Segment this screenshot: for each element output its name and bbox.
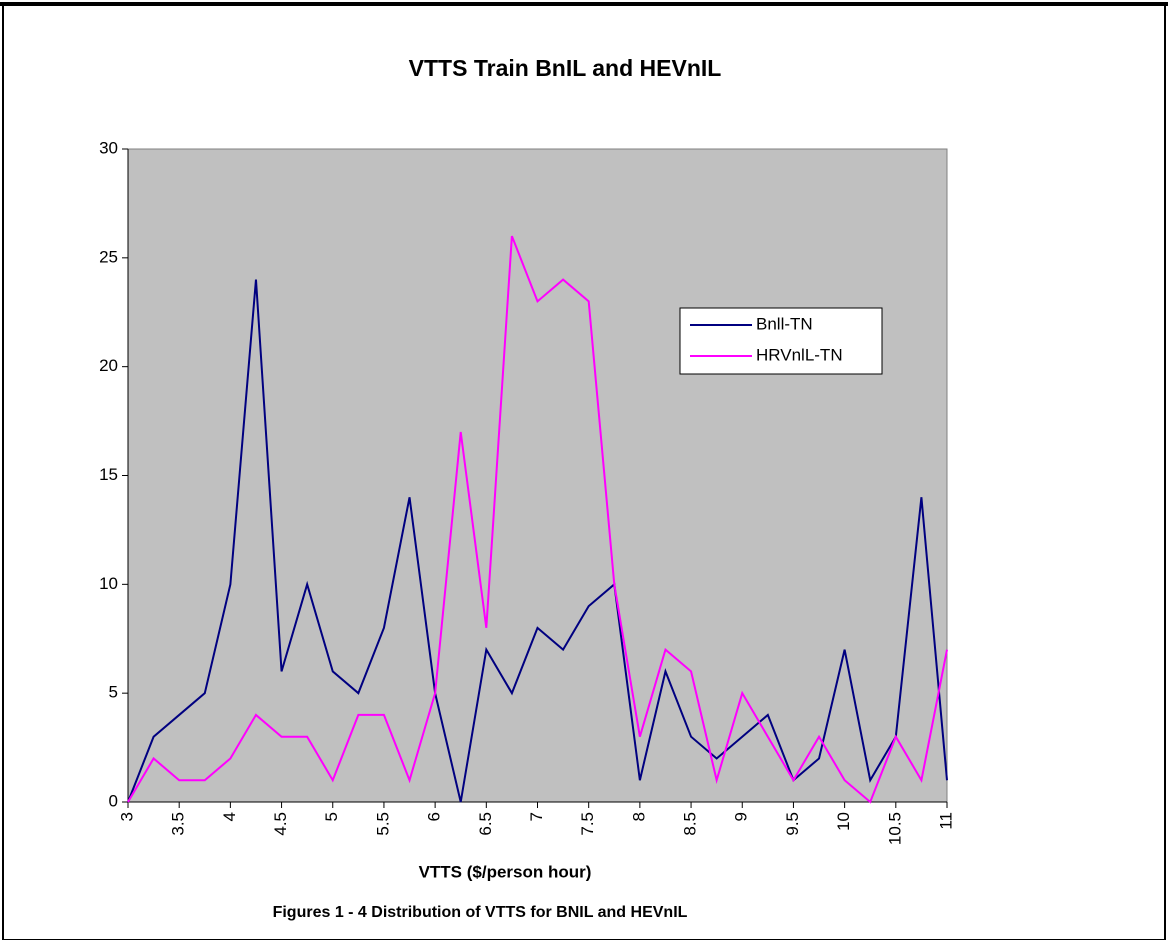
x-tick-label: 4 bbox=[220, 812, 239, 821]
x-tick-label: 11 bbox=[936, 812, 955, 830]
x-tick-label: 5.5 bbox=[373, 812, 392, 836]
y-tick-label: 15 bbox=[99, 465, 118, 484]
x-tick-label: 10 bbox=[834, 812, 853, 831]
series-line bbox=[127, 235, 948, 804]
plot-area bbox=[127, 148, 948, 803]
series-line bbox=[127, 279, 948, 803]
legend-label: HRVnlL-TN bbox=[756, 345, 843, 364]
x-tick-label: 8 bbox=[629, 812, 648, 821]
x-tick-label: 8.5 bbox=[681, 812, 700, 836]
x-tick-label: 5 bbox=[322, 812, 341, 821]
x-tick-label: 3 bbox=[117, 812, 136, 821]
x-tick-label: 6.5 bbox=[476, 812, 495, 836]
x-tick-label: 3.5 bbox=[169, 812, 188, 836]
y-tick-label: 20 bbox=[99, 356, 118, 375]
x-tick-label: 7 bbox=[527, 812, 546, 821]
x-axis-title: VTTS ($/person hour) bbox=[419, 862, 592, 881]
x-tick-label: 10.5 bbox=[885, 812, 904, 845]
x-tick-label: 7.5 bbox=[578, 812, 597, 836]
legend-box bbox=[679, 307, 883, 375]
y-tick-label: 30 bbox=[99, 138, 118, 157]
caption: Figures 1 - 4 Distribution of VTTS for B… bbox=[273, 904, 688, 921]
y-tick-label: 5 bbox=[109, 683, 118, 702]
y-tick-label: 0 bbox=[109, 791, 118, 810]
legend-label: Bnll-TN bbox=[756, 314, 813, 333]
x-tick-label: 9.5 bbox=[783, 812, 802, 836]
x-tick-label: 4.5 bbox=[271, 812, 290, 836]
y-tick-label: 10 bbox=[99, 574, 118, 593]
chart-title: VTTS Train BnIL and HEVnIL bbox=[409, 55, 722, 81]
x-tick-label: 9 bbox=[732, 812, 751, 821]
x-tick-label: 6 bbox=[425, 812, 444, 821]
y-tick-label: 25 bbox=[99, 247, 118, 266]
